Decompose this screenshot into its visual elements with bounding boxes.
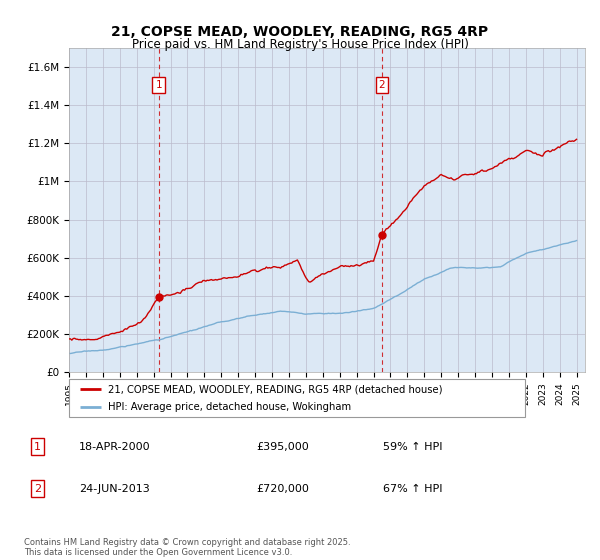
Text: 21, COPSE MEAD, WOODLEY, READING, RG5 4RP (detached house): 21, COPSE MEAD, WOODLEY, READING, RG5 4R… (108, 384, 442, 394)
Text: 1: 1 (34, 442, 41, 451)
Text: 18-APR-2000: 18-APR-2000 (79, 442, 151, 451)
Text: £395,000: £395,000 (256, 442, 308, 451)
Text: 2: 2 (34, 484, 41, 493)
Text: 59% ↑ HPI: 59% ↑ HPI (383, 442, 442, 451)
Text: £720,000: £720,000 (256, 484, 309, 493)
Text: 2: 2 (379, 80, 385, 90)
Text: 1: 1 (155, 80, 162, 90)
Text: 24-JUN-2013: 24-JUN-2013 (79, 484, 150, 493)
Text: Contains HM Land Registry data © Crown copyright and database right 2025.
This d: Contains HM Land Registry data © Crown c… (24, 538, 350, 557)
Text: HPI: Average price, detached house, Wokingham: HPI: Average price, detached house, Woki… (108, 402, 351, 412)
Text: 67% ↑ HPI: 67% ↑ HPI (383, 484, 442, 493)
Text: 21, COPSE MEAD, WOODLEY, READING, RG5 4RP: 21, COPSE MEAD, WOODLEY, READING, RG5 4R… (112, 25, 488, 39)
FancyBboxPatch shape (69, 379, 525, 417)
Text: Price paid vs. HM Land Registry's House Price Index (HPI): Price paid vs. HM Land Registry's House … (131, 38, 469, 51)
